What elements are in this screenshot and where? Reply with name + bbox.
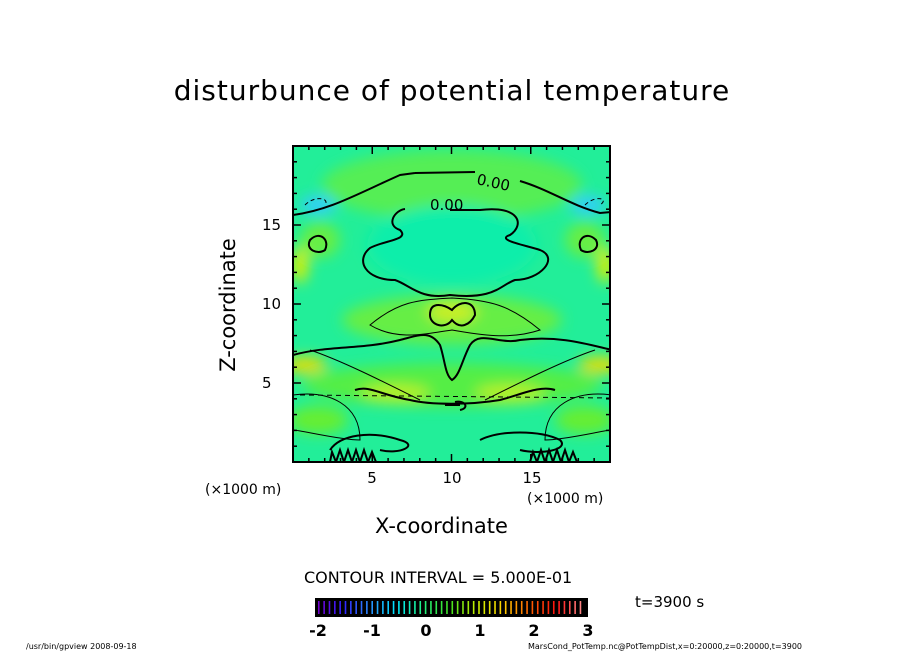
colorbar-level <box>574 601 576 614</box>
colorbar-level <box>515 601 518 614</box>
chart-title: disturbunce of potential temperature <box>173 74 731 107</box>
colorbar-level <box>350 601 352 614</box>
colorbar-level <box>472 601 475 614</box>
colorbar-level <box>414 601 416 614</box>
colorbar-level <box>531 601 534 614</box>
colorbar-level <box>376 601 379 614</box>
colorbar-level <box>334 601 336 614</box>
y-unit-label: (×1000 m) <box>527 491 604 507</box>
axis-ticks <box>293 146 610 462</box>
colorbar-level <box>435 601 438 614</box>
colorbar-level <box>488 601 491 614</box>
x-unit-label: (×1000 m) <box>205 482 282 498</box>
colorbar-level <box>579 601 582 614</box>
footer-data-source: MarsCond_PotTemp.nc@PotTempDist,x=0:2000… <box>528 642 803 651</box>
colorbar-level <box>366 601 368 614</box>
colorbar-level <box>424 601 427 614</box>
colorbar-level <box>504 601 507 614</box>
colorbar-level <box>451 601 454 614</box>
contour-lines <box>293 171 610 462</box>
colorbar-level <box>552 601 555 614</box>
x-tick-label: 15 <box>522 469 542 487</box>
colorbar-level <box>510 601 512 614</box>
colorbar-tick-label: 2 <box>528 621 540 640</box>
x-axis-label: X-coordinate <box>375 514 508 538</box>
colorbar-level <box>520 601 523 614</box>
colorbar-level <box>360 601 363 614</box>
colorbar-level <box>387 601 390 614</box>
colorbar-level <box>456 601 459 614</box>
colorbar-level <box>440 601 443 614</box>
colorbar-tick-label: 3 <box>582 621 594 640</box>
contour-field <box>293 146 610 462</box>
contour-label: 0.00 <box>430 196 463 214</box>
colorbar-level <box>403 601 406 614</box>
colorbar-level <box>371 601 373 614</box>
colorbar-level <box>547 601 550 614</box>
colorbar-level <box>328 601 331 614</box>
colorbar-level <box>563 601 566 614</box>
colorbar-level <box>526 601 528 614</box>
colorbar-level <box>382 601 384 614</box>
colorbar-level <box>323 601 325 614</box>
y-tick-label: 5 <box>262 374 272 392</box>
colorbar-level <box>419 601 422 614</box>
colorbar-tick-label: -2 <box>309 621 327 640</box>
colorbar-level <box>398 601 400 614</box>
colorbar-level <box>467 601 470 614</box>
colorbar-level <box>408 601 411 614</box>
x-tick-label: 10 <box>442 469 462 487</box>
colorbar-level <box>355 601 357 614</box>
colorbar-level <box>542 601 544 614</box>
colorbar-level <box>568 601 571 614</box>
colorbar-level <box>430 601 432 614</box>
y-axis-label: Z-coordinate <box>216 238 240 372</box>
colorbar-level <box>446 601 448 614</box>
y-tick-label: 10 <box>262 295 282 313</box>
colorbar <box>315 598 588 617</box>
colorbar-level <box>558 601 560 614</box>
colorbar-tick-label: -1 <box>363 621 381 640</box>
time-label: t=3900 s <box>635 593 705 611</box>
colorbar-level <box>462 601 464 614</box>
colorbar-level <box>339 601 341 614</box>
colorbar-level <box>494 601 496 614</box>
colorbar-tick-label: 0 <box>420 621 432 640</box>
x-tick-label: 5 <box>367 469 377 487</box>
colorbar-level <box>318 601 320 614</box>
colorbar-level <box>499 601 502 614</box>
colorbar-level <box>392 601 395 614</box>
footer-program-date: /usr/bin/gpview 2008-09-18 <box>26 642 137 651</box>
contour-lines-thin <box>293 198 610 441</box>
colorbar-level <box>483 601 486 614</box>
contour-interval: CONTOUR INTERVAL = 5.000E-01 <box>304 568 573 587</box>
colorbar-tick-label: 1 <box>474 621 486 640</box>
colorbar-level <box>478 601 480 614</box>
colorbar-level <box>536 601 539 614</box>
y-tick-label: 15 <box>262 216 282 234</box>
colorbar-level <box>344 601 347 614</box>
